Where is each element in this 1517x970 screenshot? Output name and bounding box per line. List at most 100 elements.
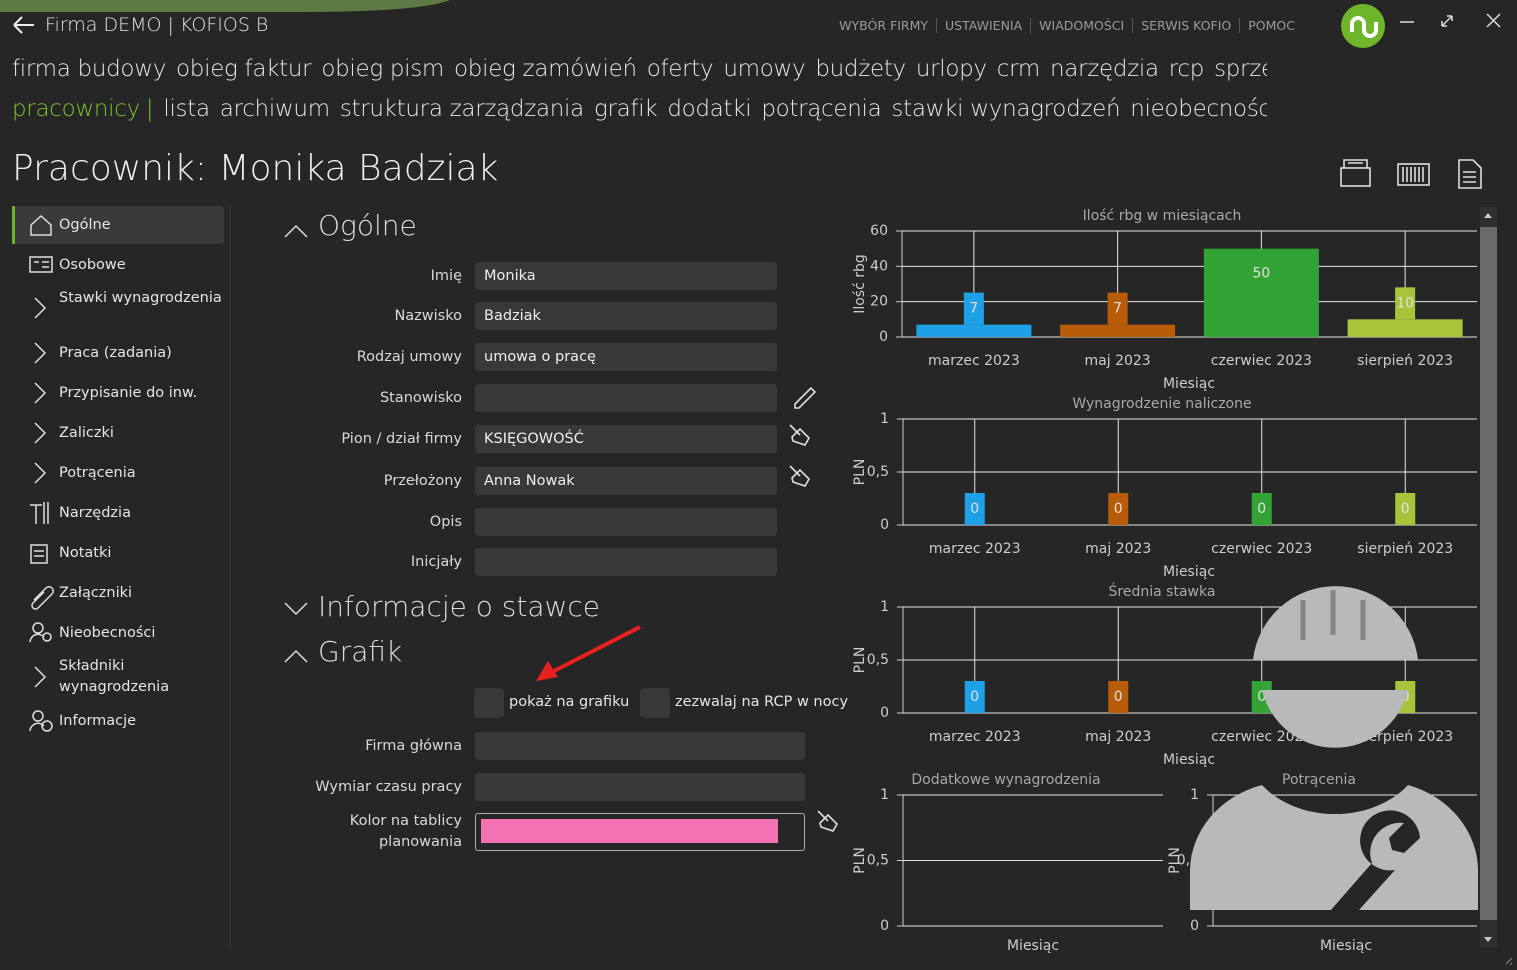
y-tick-label: 40 — [870, 258, 888, 274]
module-link[interactable]: obieg faktur — [176, 56, 312, 82]
checkbox-box[interactable] — [474, 688, 504, 718]
sidebar-item[interactable]: Potrącenia — [59, 465, 136, 481]
menu-item[interactable]: USTAWIENIA — [936, 18, 1030, 33]
value-label: 50 — [1252, 266, 1270, 282]
menu-item[interactable]: WIADOMOŚCI — [1030, 18, 1132, 33]
text-field[interactable]: Badziak — [475, 302, 777, 330]
text-field[interactable] — [475, 384, 777, 412]
text-field[interactable]: Monika — [475, 262, 777, 290]
text-field[interactable] — [475, 773, 805, 801]
y-tick-label: 0,5 — [867, 652, 889, 668]
select-field[interactable]: Anna Nowak — [475, 467, 777, 495]
wrench — [1330, 810, 1420, 920]
bar — [1347, 319, 1463, 337]
module-link[interactable]: crm — [996, 56, 1041, 82]
field-label: Imię — [430, 268, 462, 284]
sidebar-item[interactable]: Notatki — [59, 545, 112, 561]
sidebar-item[interactable]: Nieobecności — [59, 625, 156, 641]
chart-title: Średnia stawka — [1109, 582, 1216, 600]
checkbox-label[interactable]: zezwalaj na RCP w nocy — [675, 694, 849, 710]
section-heading[interactable]: Grafik — [318, 635, 403, 668]
checkbox-box[interactable] — [640, 688, 670, 718]
window-buttons[interactable] — [1400, 13, 1501, 28]
back-arrow[interactable] — [13, 16, 34, 34]
y-axis-label: PLN — [852, 459, 868, 486]
module-link[interactable]: budżety — [815, 56, 906, 82]
submodule-link[interactable]: struktura zarządzania — [339, 96, 584, 122]
app-title: Firma DEMO | KOFIOS B — [45, 14, 269, 36]
sidebar-item[interactable]: Ogólne — [59, 217, 111, 233]
section-heading[interactable]: Ogólne — [318, 209, 417, 242]
y-axis-label: PLN — [1167, 847, 1183, 874]
sidebar-item[interactable]: Składniki wynagrodzenia — [59, 658, 170, 695]
submodule-link[interactable]: archiwum — [219, 96, 330, 122]
x-tick-label: maj 2023 — [1085, 541, 1151, 557]
submodule-link[interactable]: lista — [163, 96, 210, 122]
field-label: Przełożony — [383, 473, 462, 489]
x-axis-label: Miesiąc — [1320, 938, 1372, 954]
menu-item[interactable]: POMOC — [1239, 18, 1303, 33]
module-link[interactable]: obieg pism — [321, 56, 445, 82]
text-field[interactable] — [475, 548, 777, 576]
sidebar-item[interactable]: Stawki wynagrodzenia — [59, 290, 222, 306]
module-link[interactable]: sprzęt it — [1214, 56, 1267, 82]
select-field[interactable]: KSIĘGOWOŚĆ — [475, 425, 777, 453]
red-arrow — [551, 625, 641, 674]
x-tick-label: czerwiec 2023 — [1211, 729, 1312, 745]
red-arrow-head — [536, 661, 558, 681]
sidebar-item[interactable]: Przypisanie do inw. — [59, 385, 198, 401]
module-link[interactable]: narzędzia — [1049, 56, 1159, 82]
section-chevrons[interactable] — [284, 224, 308, 663]
submodule-link[interactable]: dodatki — [667, 96, 752, 122]
menu-item[interactable]: SERWIS KOFIO — [1132, 18, 1239, 33]
x-axis-label: Miesiąc — [1163, 376, 1215, 392]
value-label: 0 — [1257, 689, 1266, 705]
value-label: 7 — [1113, 301, 1122, 317]
sidebar-item[interactable]: Praca (zadania) — [59, 345, 172, 361]
value-label-box — [1108, 493, 1129, 525]
top-arc — [0, 0, 450, 12]
submodule-link[interactable]: grafik — [593, 96, 658, 122]
value-label-box — [1107, 292, 1128, 325]
value-label: 0 — [970, 689, 979, 705]
module-link[interactable]: oferty — [646, 56, 714, 82]
text-field[interactable] — [475, 508, 777, 536]
section[interactable]: pracownicy — [12, 96, 140, 122]
color-picker[interactable] — [475, 813, 805, 851]
menu-item[interactable]: WYBÓR FIRMY — [839, 18, 929, 33]
field-tools[interactable] — [789, 386, 838, 832]
value-label-box — [1395, 493, 1416, 525]
submodule-link[interactable]: potrącenia — [761, 96, 882, 122]
value-label-box — [963, 292, 984, 325]
module-link[interactable]: obieg zamówień — [454, 56, 637, 82]
sidebar-item[interactable]: Zaliczki — [59, 425, 114, 441]
submodule-link[interactable]: nieobecności — [1130, 96, 1267, 122]
module-link[interactable]: rcp — [1168, 56, 1205, 82]
toolbar-icons[interactable] — [1340, 159, 1482, 189]
y-tick-label: 20 — [870, 294, 888, 310]
y-tick-label: 0 — [879, 329, 888, 345]
field-label: Nazwisko — [394, 308, 462, 324]
value-label: 0 — [1401, 501, 1410, 517]
field-label: Pion / dział firmy — [341, 431, 462, 447]
checkbox-label[interactable]: pokaż na grafiku — [509, 694, 630, 710]
x-tick-label: czerwiec 2023 — [1211, 353, 1312, 369]
sidebar-item[interactable]: Narzędzia — [59, 505, 131, 521]
y-tick-label: 0 — [880, 705, 889, 721]
section-heading[interactable]: Informacje o stawce — [318, 590, 601, 623]
x-tick-label: marzec 2023 — [929, 541, 1021, 557]
sidebar-item[interactable]: Informacje — [59, 713, 137, 729]
module-link[interactable]: firma budowy — [12, 56, 167, 82]
scroll-thumb[interactable] — [1480, 227, 1497, 920]
sidebar-item[interactable]: Załączniki — [59, 585, 133, 601]
y-tick-label: 0,5 — [867, 464, 889, 480]
select-field[interactable]: umowa o pracę — [475, 343, 777, 371]
submodule-link[interactable]: stawki wynagrodzeń — [891, 96, 1121, 122]
module-link[interactable]: urlopy — [915, 56, 987, 82]
y-tick-label: 0,5 — [867, 853, 889, 869]
select-field[interactable] — [475, 732, 805, 760]
module-link[interactable]: umowy — [723, 56, 806, 82]
sidebar-item[interactable]: Osobowe — [59, 257, 126, 273]
